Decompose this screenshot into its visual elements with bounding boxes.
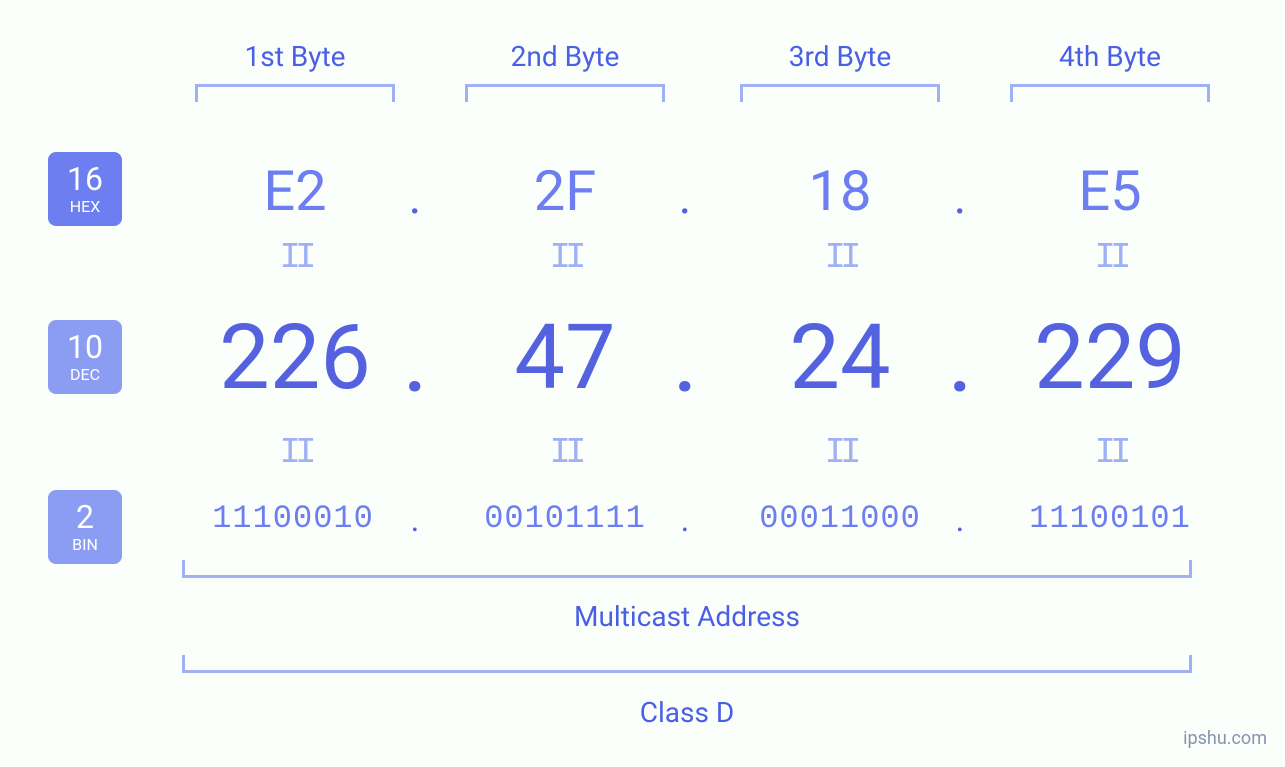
dec-byte-4: 229 (1000, 305, 1220, 410)
eq-hex-dec-4: II (1090, 237, 1130, 278)
bin-byte-2: 00101111 (440, 500, 690, 537)
dec-byte-2: 47 (455, 305, 675, 410)
dot-hex-1: . (400, 168, 430, 225)
label-class: Class D (182, 696, 1192, 729)
eq-hex-dec-2: II (545, 237, 585, 278)
dot-hex-3: . (945, 168, 975, 225)
bin-byte-1: 11100010 (168, 500, 418, 537)
header-byte-2: 2nd Byte (455, 40, 675, 73)
badge-dec-num: 10 (67, 331, 103, 363)
badge-hex: 16 HEX (48, 152, 122, 226)
dot-bin-1: . (400, 500, 430, 540)
dot-bin-2: . (670, 500, 700, 540)
header-byte-4: 4th Byte (1000, 40, 1220, 73)
bin-byte-4: 11100101 (985, 500, 1235, 537)
bracket-address-type (182, 560, 1192, 578)
eq-dec-bin-2: II (545, 432, 585, 473)
label-address-type: Multicast Address (182, 600, 1192, 633)
dot-bin-3: . (945, 500, 975, 540)
watermark: ipshu.com (1183, 728, 1267, 749)
eq-dec-bin-4: II (1090, 432, 1130, 473)
hex-byte-3: 18 (730, 158, 950, 224)
hex-byte-1: E2 (185, 158, 405, 224)
dec-byte-1: 226 (185, 305, 405, 410)
dot-dec-1: . (400, 320, 430, 410)
dot-dec-3: . (945, 320, 975, 410)
badge-bin-label: BIN (72, 535, 98, 554)
bracket-byte-4 (1010, 84, 1210, 102)
ip-diagram: 16 HEX 10 DEC 2 BIN 1st Byte 2nd Byte 3r… (0, 0, 1285, 767)
eq-dec-bin-3: II (820, 432, 860, 473)
bracket-byte-1 (195, 84, 395, 102)
eq-hex-dec-3: II (820, 237, 860, 278)
badge-dec: 10 DEC (48, 320, 122, 394)
dot-dec-2: . (670, 320, 700, 410)
badge-bin-num: 2 (76, 501, 94, 533)
badge-hex-num: 16 (67, 163, 103, 195)
hex-byte-4: E5 (1000, 158, 1220, 224)
dot-hex-2: . (670, 168, 700, 225)
dec-byte-3: 24 (730, 305, 950, 410)
bin-byte-3: 00011000 (715, 500, 965, 537)
header-byte-1: 1st Byte (185, 40, 405, 73)
bracket-byte-3 (740, 84, 940, 102)
bracket-byte-2 (465, 84, 665, 102)
eq-hex-dec-1: II (275, 237, 315, 278)
badge-hex-label: HEX (70, 197, 101, 216)
badge-bin: 2 BIN (48, 490, 122, 564)
header-byte-3: 3rd Byte (730, 40, 950, 73)
hex-byte-2: 2F (455, 158, 675, 224)
bracket-class (182, 655, 1192, 673)
eq-dec-bin-1: II (275, 432, 315, 473)
badge-dec-label: DEC (70, 365, 100, 384)
